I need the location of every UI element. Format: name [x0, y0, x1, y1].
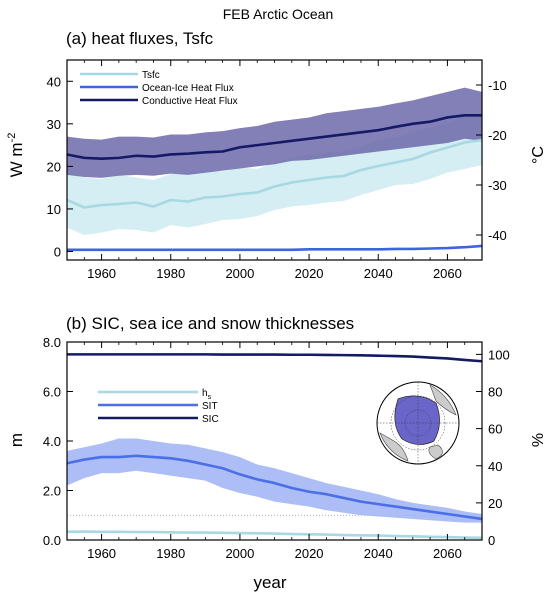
panel-b-ylabel-left: m [7, 433, 26, 447]
panel-b-chart: (b) SIC, sea ice and snow thicknesses m … [7, 314, 547, 592]
x-tick-label: 1980 [156, 546, 185, 561]
y-right-tick-label: -30 [488, 178, 507, 193]
y-right-tick-label: 80 [488, 385, 502, 400]
panel-b-ylabel-right: % [530, 433, 547, 447]
series-line-sic [67, 353, 482, 363]
legend-label-text: Tsfc [142, 70, 160, 81]
map-arctic-ocean [394, 395, 440, 445]
y-left-tick-label: 0.0 [43, 533, 61, 548]
x-tick-label: 2060 [433, 266, 462, 281]
legend-label: hs [202, 388, 212, 401]
map-graticule [390, 395, 446, 451]
panel-a-legend: Tsfc Ocean-Ice Heat Flux Conductive Heat F… [80, 70, 238, 107]
panel-a-title: (a) heat fluxes, Tsfc [66, 29, 214, 48]
x-tick-label: 1980 [156, 266, 185, 281]
y-left-tick-label: 4.0 [43, 434, 61, 449]
inset-arctic-map [376, 381, 460, 465]
legend-label-text: Ocean-Ice Heat Flux [142, 83, 234, 94]
legend-label: Ocean-Ice Heat Flux [142, 83, 234, 94]
panel-a-ylabel-right: °C [530, 146, 547, 164]
panel-a-chart: (a) heat fluxes, Tsfc W m-2 °C Tsfc Ocean… [6, 29, 547, 281]
map-land [428, 444, 443, 460]
legend-label-subscript: s [208, 394, 212, 401]
plot-area [67, 87, 482, 252]
x-tick-label: 1960 [87, 266, 116, 281]
y-left-tick-label: 20 [47, 159, 61, 174]
y-right-tick-label: -40 [488, 228, 507, 243]
x-tick-label: 2040 [364, 266, 393, 281]
y-left-tick-label: 0 [54, 244, 61, 259]
y-right-tick-label: -10 [488, 78, 507, 93]
map-land [429, 384, 457, 416]
plot-area [67, 353, 482, 540]
x-tick-label: 2060 [433, 546, 462, 561]
x-tick-label: 2040 [364, 546, 393, 561]
x-tick-label: 1960 [87, 546, 116, 561]
legend-label-text: Conductive Heat Flux [142, 96, 238, 107]
y-right-tick-label: 100 [488, 347, 510, 362]
legend-label: SIT [202, 401, 218, 412]
y-right-tick-label: -20 [488, 128, 507, 143]
y-left-tick-label: 8.0 [43, 335, 61, 350]
y-left-tick-label: 2.0 [43, 484, 61, 499]
y-left-tick-label: 40 [47, 74, 61, 89]
legend-label: Tsfc [142, 70, 160, 81]
y-left-tick-label: 10 [47, 202, 61, 217]
panel-b-title: (b) SIC, sea ice and snow thicknesses [66, 314, 354, 333]
y-left-tick-label: 6.0 [43, 385, 61, 400]
series-line-tsfc [67, 138, 482, 209]
y-left-tick-label: 30 [47, 117, 61, 132]
series-line-h-s [67, 530, 482, 540]
y-right-tick-label: 60 [488, 422, 502, 437]
x-tick-label: 2020 [295, 266, 324, 281]
series-line-ocean-ice-heat-flux [67, 244, 482, 252]
legend-label: SIC [202, 414, 219, 425]
figure-title: FEB Arctic Ocean [223, 6, 333, 22]
legend-label-text: SIC [202, 414, 219, 425]
x-tick-label: 2000 [225, 546, 254, 561]
legend-label-text: h [202, 388, 208, 399]
panel-a-ylabel-left-sup: -2 [6, 133, 18, 143]
panel-b-xlabel: year [253, 573, 286, 592]
panel-a-ylabel-left: W m-2 [6, 133, 26, 178]
series-line-sit [67, 454, 482, 521]
legend-label-text: SIT [202, 401, 218, 412]
y-right-tick-label: 20 [488, 496, 502, 511]
y-right-tick-label: 0 [488, 533, 495, 548]
x-tick-label: 2020 [295, 546, 324, 561]
map-land [379, 432, 409, 462]
panel-a-ylabel-left-text: W m [7, 142, 26, 177]
x-tick-label: 2000 [225, 266, 254, 281]
y-right-tick-label: 40 [488, 459, 502, 474]
series-line-conductive-heat-flux [67, 114, 482, 161]
legend-label: Conductive Heat Flux [142, 96, 238, 107]
